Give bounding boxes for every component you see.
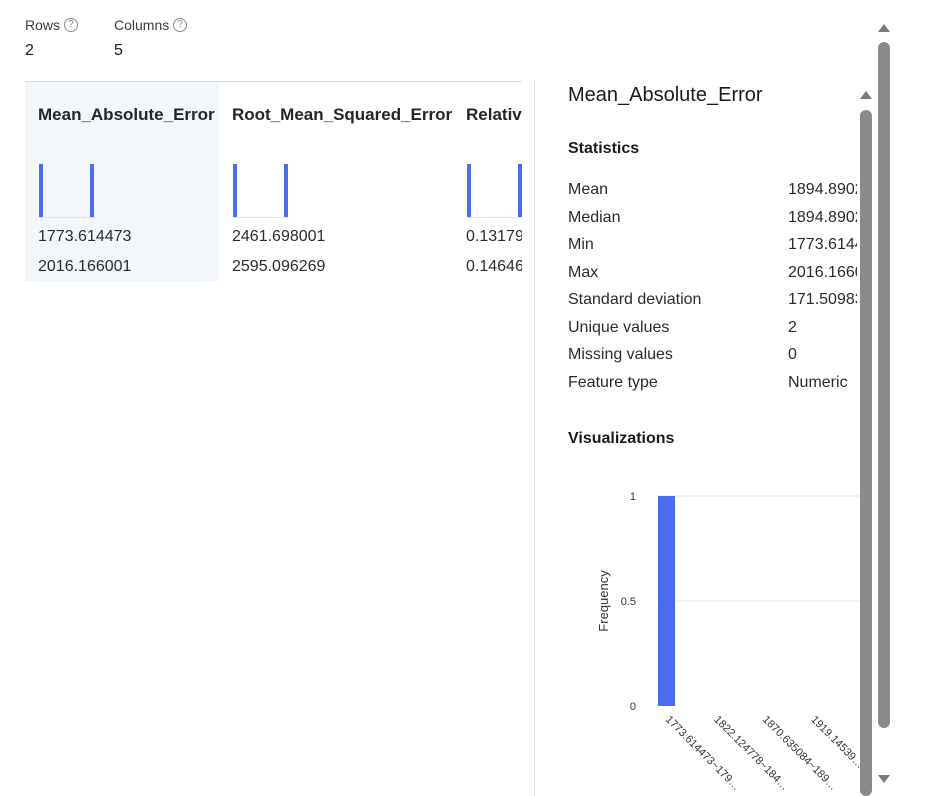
mini-histogram-bar: [518, 164, 522, 217]
dataset-summary: Rows ? 2 Columns ? 5: [25, 15, 188, 60]
stat-name: Unique values: [568, 319, 670, 336]
table-cell: 2595.096269: [232, 258, 326, 275]
rows-label: Rows: [25, 17, 61, 33]
mini-histogram-bar: [39, 164, 43, 217]
stat-row-missing-values: Missing values 0: [568, 346, 857, 368]
stat-value: 0: [788, 346, 797, 363]
table-column-root-mean-squared-error[interactable]: Root_Mean_Squared_Error 2461.698001 2595…: [219, 82, 453, 281]
stat-value: 2: [788, 319, 797, 336]
columns-summary: Columns ? 5: [114, 15, 188, 60]
stat-value: 1894.890237: [788, 209, 857, 226]
y-axis-label: Frequency: [596, 570, 611, 632]
stat-name: Median: [568, 209, 621, 226]
help-icon[interactable]: ?: [64, 18, 79, 32]
mini-histogram-bar: [90, 164, 94, 217]
visualizations-heading: Visualizations: [568, 430, 675, 447]
x-tick-label: …: [857, 714, 860, 730]
histogram-svg: 10.50Frequency1773.614473~179…1822.12477…: [596, 491, 860, 793]
rows-count: 2: [25, 42, 34, 59]
stat-name: Standard deviation: [568, 291, 702, 308]
mini-histogram-bar: [284, 164, 288, 217]
table-cell: 0.146466: [466, 258, 522, 275]
stat-value: 1894.890237: [788, 181, 857, 198]
scroll-up-icon[interactable]: [860, 91, 872, 99]
help-icon[interactable]: ?: [173, 18, 188, 32]
y-tick-label: 0.5: [621, 596, 636, 608]
stat-row-min: Min 1773.614473: [568, 236, 857, 258]
page-scrollbar-thumb[interactable]: [878, 42, 890, 728]
page-scrollbar[interactable]: [878, 20, 890, 790]
column-mini-histogram: [233, 164, 289, 218]
rows-summary: Rows ? 2: [25, 15, 79, 60]
mini-histogram-bar: [233, 164, 237, 217]
table-cell: 2016.166001: [38, 258, 132, 275]
table-cell: 1773.614473: [38, 228, 132, 245]
column-header[interactable]: Relative_Absolute_Error: [466, 105, 522, 124]
data-preview-table: Mean_Absolute_Error 1773.614473 2016.166…: [25, 81, 522, 281]
stat-value: 1773.614473: [788, 236, 857, 253]
y-tick-label: 0: [630, 701, 636, 713]
column-header[interactable]: Root_Mean_Squared_Error: [232, 105, 453, 124]
stat-row-mean: Mean 1894.890237: [568, 181, 857, 203]
statistics-heading: Statistics: [568, 140, 640, 157]
columns-count: 5: [114, 42, 123, 59]
stat-row-feature-type: Feature type Numeric: [568, 374, 857, 396]
panel-scrollbar-thumb[interactable]: [860, 110, 872, 796]
stat-row-median: Median 1894.890237: [568, 209, 857, 231]
table-column-relative-absolute-error[interactable]: Relative_Absolute_Error 0.131799 0.14646…: [453, 82, 522, 281]
stat-row-unique-values: Unique values 2: [568, 319, 857, 341]
stat-value: 171.509834: [788, 291, 857, 308]
panel-scrollbar[interactable]: [860, 88, 872, 796]
stat-name: Max: [568, 264, 599, 281]
histogram-bar: [658, 496, 675, 706]
y-tick-label: 1: [630, 491, 636, 503]
stat-row-standard-deviation: Standard deviation 171.509834: [568, 291, 857, 313]
panel-title: Mean_Absolute_Error: [568, 84, 763, 106]
stat-name: Missing values: [568, 346, 673, 363]
table-cell: 0.131799: [466, 228, 522, 245]
frequency-histogram: 1 0.5 0 Frequency 1773.614473~179… 1822.12477…: [590, 480, 860, 796]
scroll-down-icon[interactable]: [878, 775, 890, 783]
column-mini-histogram: [39, 164, 95, 218]
table-cell: 2461.698001: [232, 228, 326, 245]
stat-name: Mean: [568, 181, 609, 198]
column-mini-histogram: [467, 164, 522, 218]
column-header[interactable]: Mean_Absolute_Error: [38, 105, 215, 124]
stat-name: Feature type: [568, 374, 658, 391]
column-details-panel: Mean_Absolute_Error Statistics Mean 1894…: [535, 80, 857, 796]
stat-value: 2016.166001: [788, 264, 857, 281]
stat-name: Min: [568, 236, 594, 253]
columns-label: Columns: [114, 17, 170, 33]
panel-divider: [534, 80, 535, 796]
stat-row-max: Max 2016.166001: [568, 264, 857, 286]
mini-histogram-bar: [467, 164, 471, 217]
table-column-mean-absolute-error[interactable]: Mean_Absolute_Error 1773.614473 2016.166…: [25, 82, 219, 281]
stat-value: Numeric: [788, 374, 848, 391]
scroll-up-icon[interactable]: [878, 24, 890, 32]
